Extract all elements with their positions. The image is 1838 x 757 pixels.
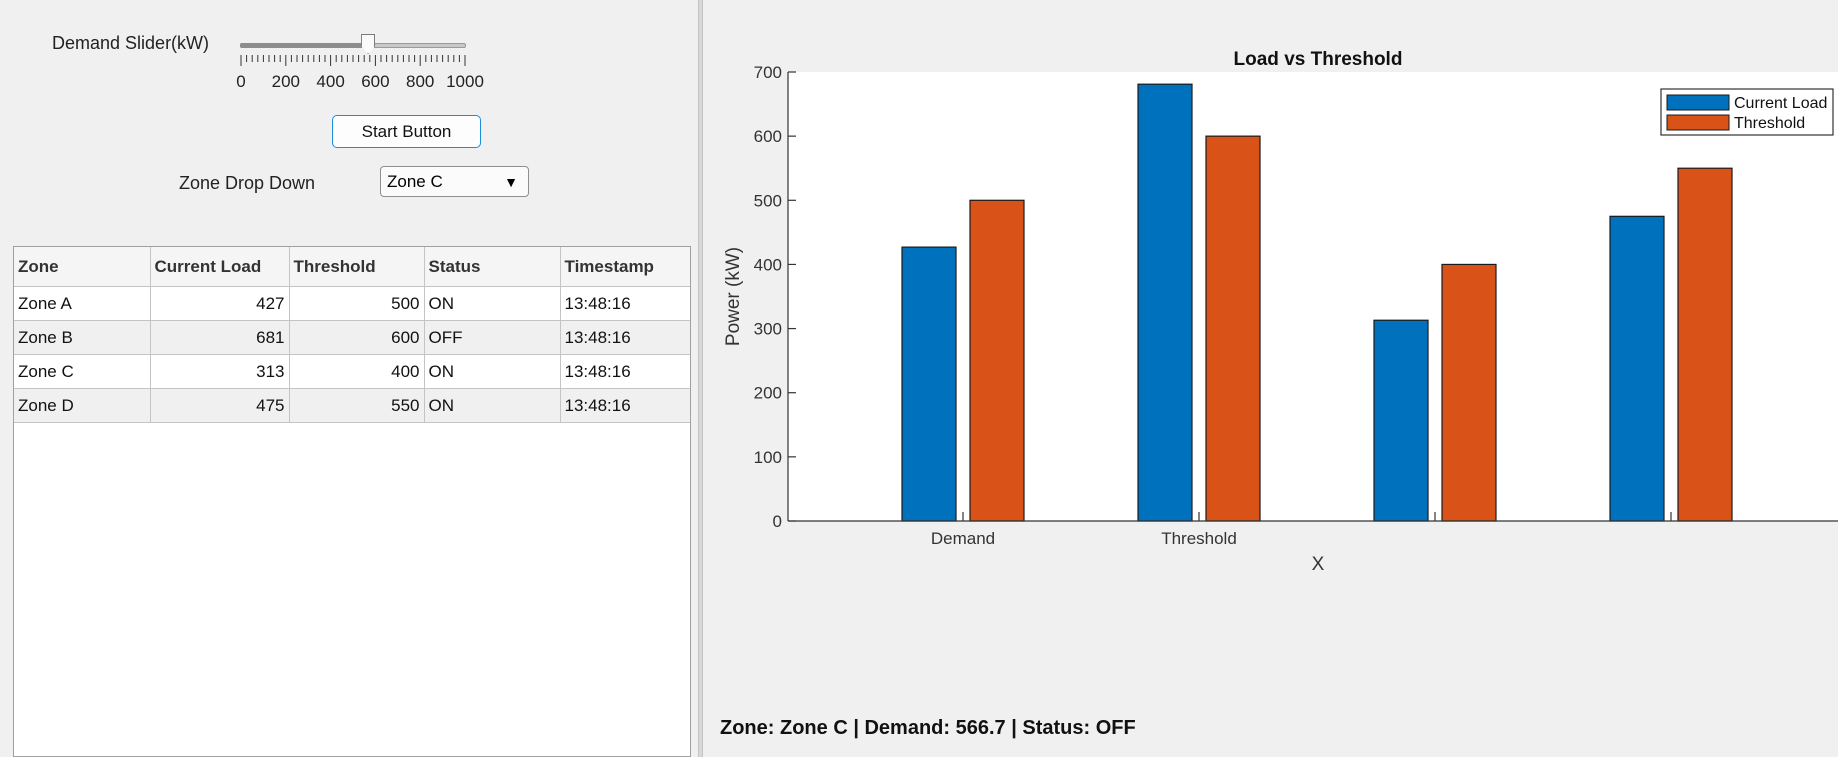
cell-current-load[interactable]: 313 xyxy=(150,354,290,389)
cell-timestamp[interactable]: 13:48:16 xyxy=(560,320,690,355)
bar-threshold xyxy=(969,199,1025,522)
col-header-current-load[interactable]: Current Load xyxy=(150,247,290,287)
y-tick-label: 500 xyxy=(754,191,782,210)
slider-tick-label: 400 xyxy=(316,72,345,91)
cell-threshold[interactable]: 600 xyxy=(289,320,425,355)
legend-swatch xyxy=(1666,94,1730,111)
table-row[interactable]: Zone B 681 600 OFF 13:48:16 xyxy=(14,320,690,355)
cell-current-load[interactable]: 681 xyxy=(150,320,290,355)
y-tick-label: 100 xyxy=(754,448,782,467)
y-tick-label: 0 xyxy=(773,512,782,531)
bar-current-load xyxy=(1609,215,1665,522)
col-header-threshold[interactable]: Threshold xyxy=(289,247,425,287)
cell-timestamp[interactable]: 13:48:16 xyxy=(560,388,690,423)
cell-threshold[interactable]: 400 xyxy=(289,354,425,389)
bar-threshold xyxy=(1441,263,1497,522)
control-panel: Demand Slider(kW) 0 200 400 600 800 1000 Star… xyxy=(0,0,698,757)
x-tick-label: Threshold xyxy=(1161,529,1237,548)
y-tick-label: 200 xyxy=(754,384,782,403)
cell-zone[interactable]: Zone D xyxy=(14,388,151,423)
legend-label: Threshold xyxy=(1734,115,1805,132)
demand-slider[interactable]: 0 200 400 600 800 1000 xyxy=(236,30,484,91)
col-header-status[interactable]: Status xyxy=(424,247,561,287)
slider-tick-label: 0 xyxy=(236,72,246,91)
slider-tick-label: 800 xyxy=(406,72,435,91)
bar-threshold xyxy=(1205,135,1261,522)
demand-slider-label: Demand Slider(kW) xyxy=(52,33,210,53)
legend-swatch xyxy=(1666,114,1730,131)
table-header-row: Zone Current Load Threshold Status Times… xyxy=(14,247,690,287)
slider-thumb[interactable] xyxy=(361,34,376,54)
load-threshold-chart: Demand Threshold 0 100 200 300 400 500 600 700 Loa… xyxy=(723,49,1838,575)
start-button[interactable]: Start Button xyxy=(332,115,481,148)
col-header-zone[interactable]: Zone xyxy=(14,247,151,287)
cell-status[interactable]: OFF xyxy=(424,320,561,355)
cell-status[interactable]: ON xyxy=(424,388,561,423)
dropdown-arrow-icon[interactable]: ▼ xyxy=(504,174,518,190)
cell-zone[interactable]: Zone A xyxy=(14,286,151,321)
cell-zone[interactable]: Zone B xyxy=(14,320,151,355)
col-header-timestamp[interactable]: Timestamp xyxy=(560,247,690,287)
slider-tick-label: 200 xyxy=(271,72,300,91)
cell-zone[interactable]: Zone C xyxy=(14,354,151,389)
x-axis-label: X xyxy=(1312,554,1325,575)
y-tick-label: 400 xyxy=(754,255,782,274)
slider-tick-label: 1000 xyxy=(446,72,484,91)
panel-splitter[interactable] xyxy=(698,0,703,757)
table-row[interactable]: Zone A 427 500 ON 13:48:16 xyxy=(14,286,690,321)
y-tick-label: 700 xyxy=(754,63,782,82)
slider-tick-label: 600 xyxy=(361,72,390,91)
bar-current-load xyxy=(1373,319,1429,522)
cell-current-load[interactable]: 475 xyxy=(150,388,290,423)
table-row[interactable]: Zone C 313 400 ON 13:48:16 xyxy=(14,354,690,389)
table-row[interactable]: Zone D 475 550 ON 13:48:16 xyxy=(14,388,690,423)
x-tick-label: Demand xyxy=(931,529,995,548)
bar-current-load xyxy=(901,246,957,522)
slider-fill xyxy=(240,43,369,48)
bar-threshold xyxy=(1677,167,1733,522)
y-axis-label: Power (kW) xyxy=(723,247,744,346)
cell-current-load[interactable]: 427 xyxy=(150,286,290,321)
cell-timestamp[interactable]: 13:48:16 xyxy=(560,286,690,321)
cell-threshold[interactable]: 500 xyxy=(289,286,425,321)
slider-ticks xyxy=(240,55,466,66)
y-tick-label: 300 xyxy=(754,320,782,339)
zone-table[interactable]: Zone Current Load Threshold Status Times… xyxy=(13,246,691,757)
status-readout: Zone: Zone C | Demand: 566.7 | Status: O… xyxy=(720,717,1136,739)
bar-current-load xyxy=(1137,83,1193,522)
legend-label: Current Load xyxy=(1734,95,1827,112)
zone-dropdown-label: Zone Drop Down xyxy=(179,173,316,193)
cell-status[interactable]: ON xyxy=(424,354,561,389)
cell-threshold[interactable]: 550 xyxy=(289,388,425,423)
y-tick-label: 600 xyxy=(754,127,782,146)
cell-status[interactable]: ON xyxy=(424,286,561,321)
zone-dropdown-value: Zone C xyxy=(387,171,443,191)
cell-timestamp[interactable]: 13:48:16 xyxy=(560,354,690,389)
zone-dropdown[interactable]: Zone C ▼ xyxy=(380,166,529,197)
chart-title: Load vs Threshold xyxy=(1234,49,1403,70)
